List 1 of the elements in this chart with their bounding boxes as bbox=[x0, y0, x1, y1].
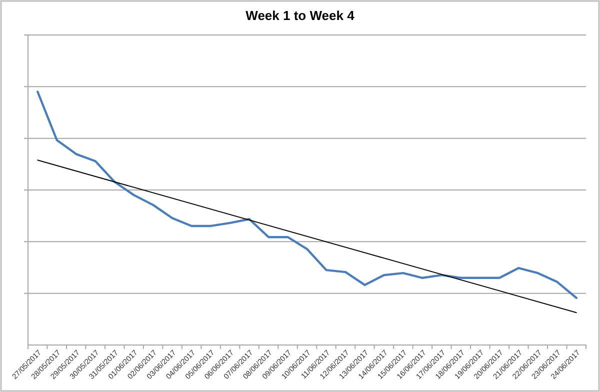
chart-title: Week 1 to Week 4 bbox=[246, 8, 356, 23]
